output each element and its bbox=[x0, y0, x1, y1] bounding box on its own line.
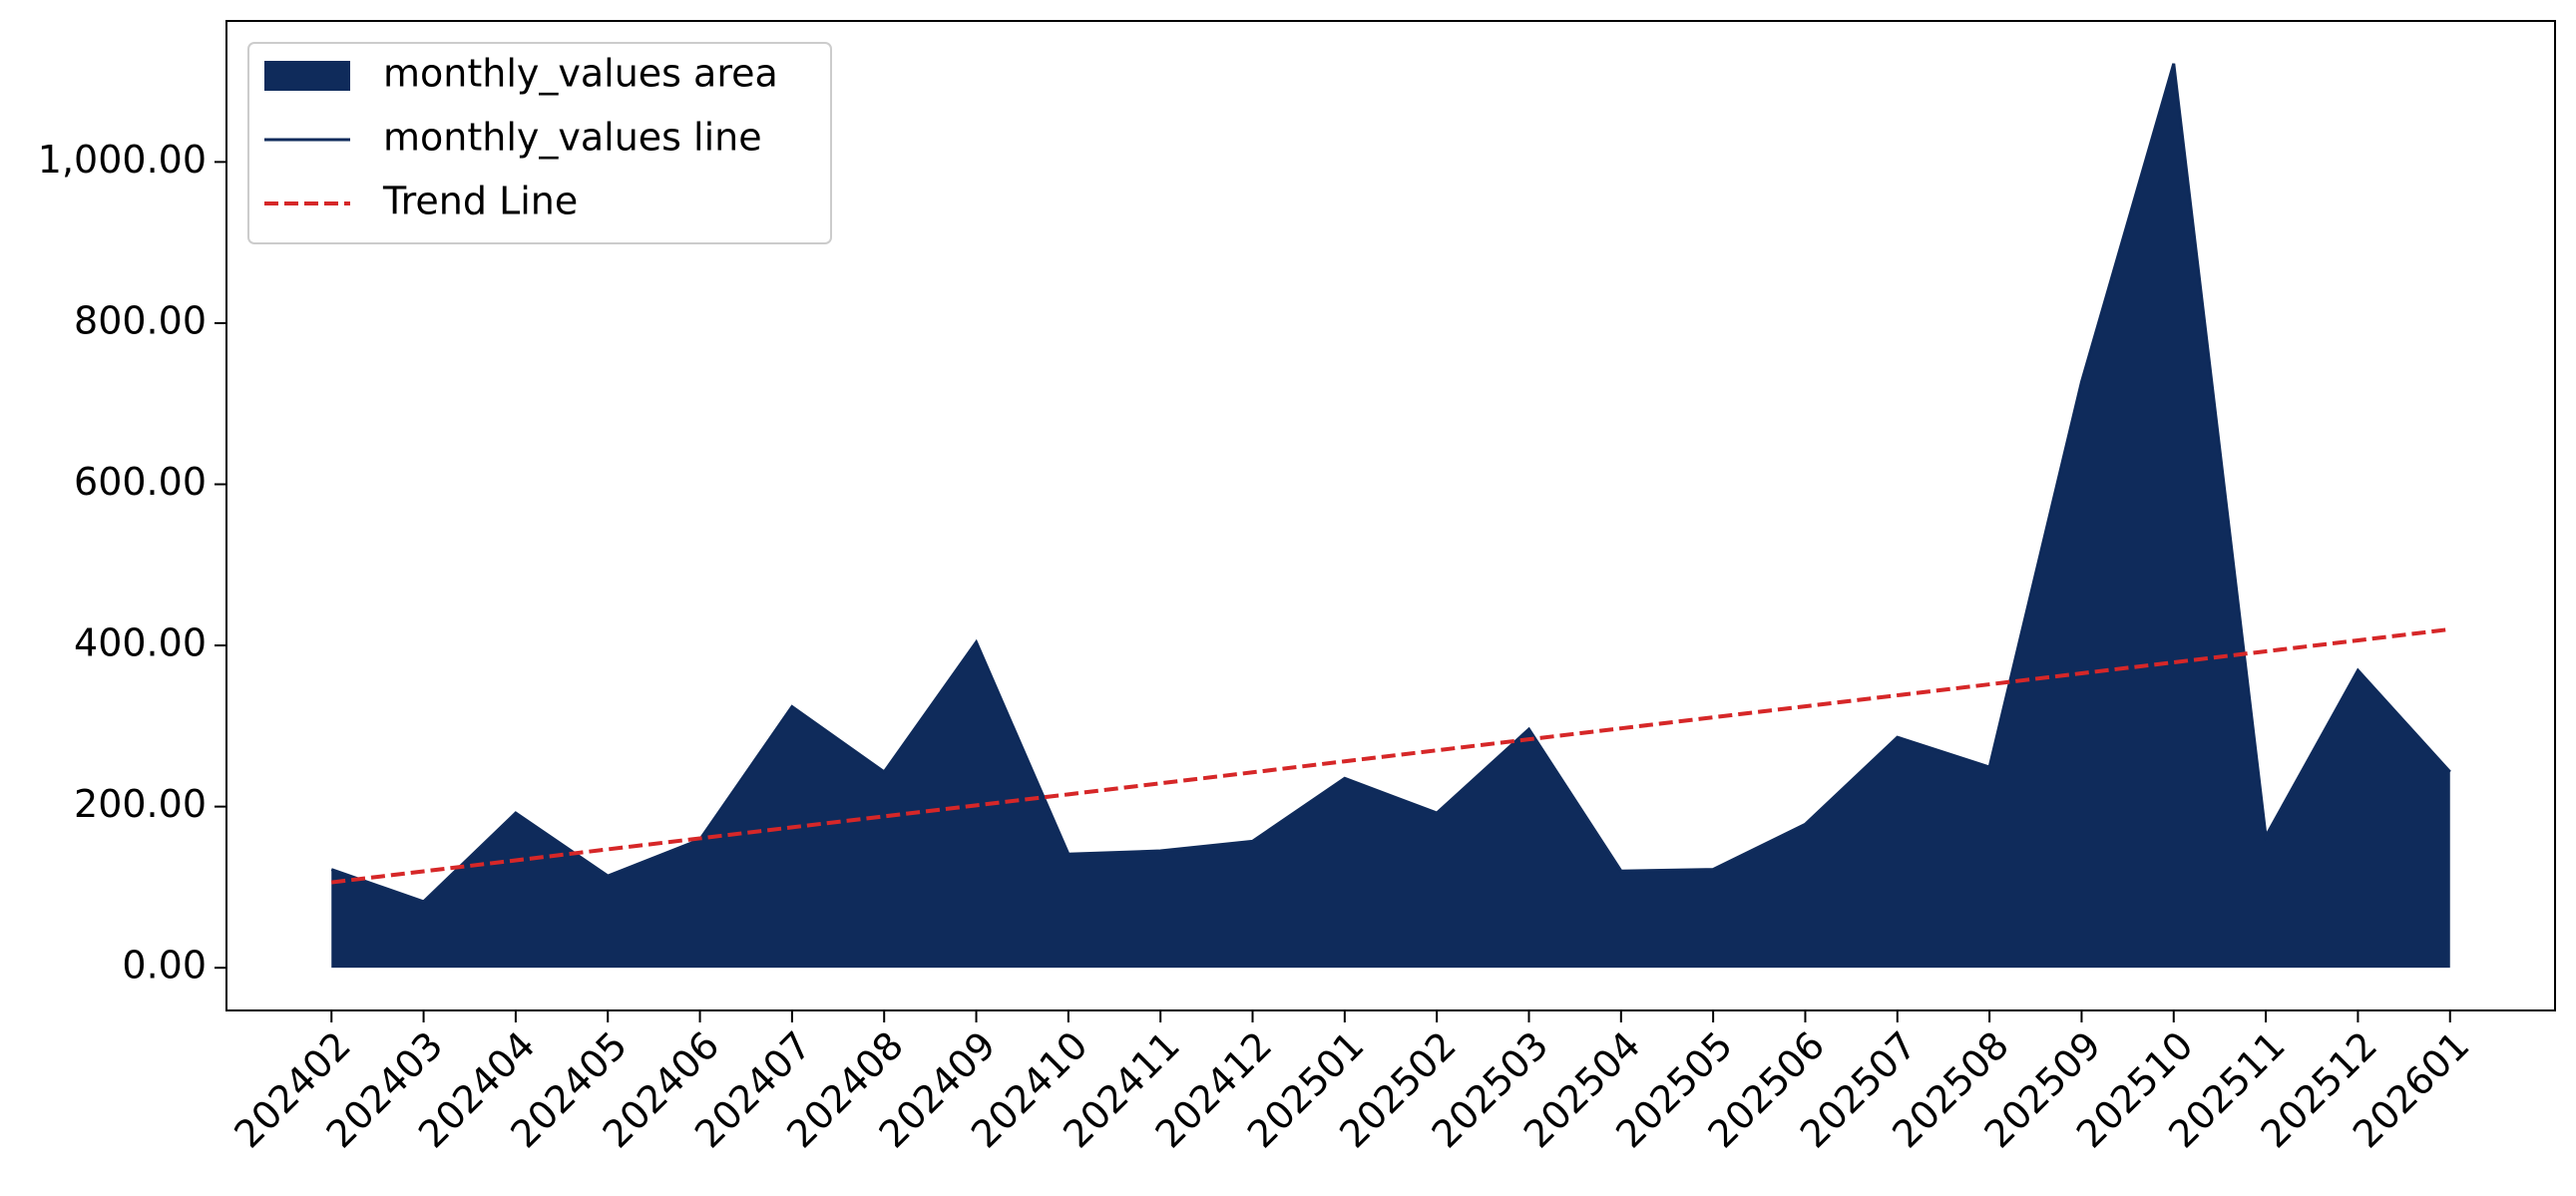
y-tick-label: 600.00 bbox=[74, 460, 207, 504]
y-tick-label: 0.00 bbox=[122, 944, 207, 988]
trend-line bbox=[331, 626, 2450, 885]
plot-frame bbox=[225, 20, 2556, 1011]
legend-label: monthly_values line bbox=[383, 116, 762, 160]
area bbox=[331, 63, 2450, 969]
legend-label: Trend Line bbox=[382, 180, 578, 223]
y-tick-label: 1,000.00 bbox=[38, 138, 207, 182]
y-tick-label: 200.00 bbox=[74, 782, 207, 826]
legend-label: monthly_values area bbox=[383, 52, 778, 96]
line bbox=[330, 63, 2451, 904]
y-tick-label: 400.00 bbox=[74, 621, 207, 665]
legend-swatch bbox=[264, 61, 350, 91]
legend-box bbox=[247, 42, 832, 244]
y-tick-label: 800.00 bbox=[74, 298, 207, 342]
